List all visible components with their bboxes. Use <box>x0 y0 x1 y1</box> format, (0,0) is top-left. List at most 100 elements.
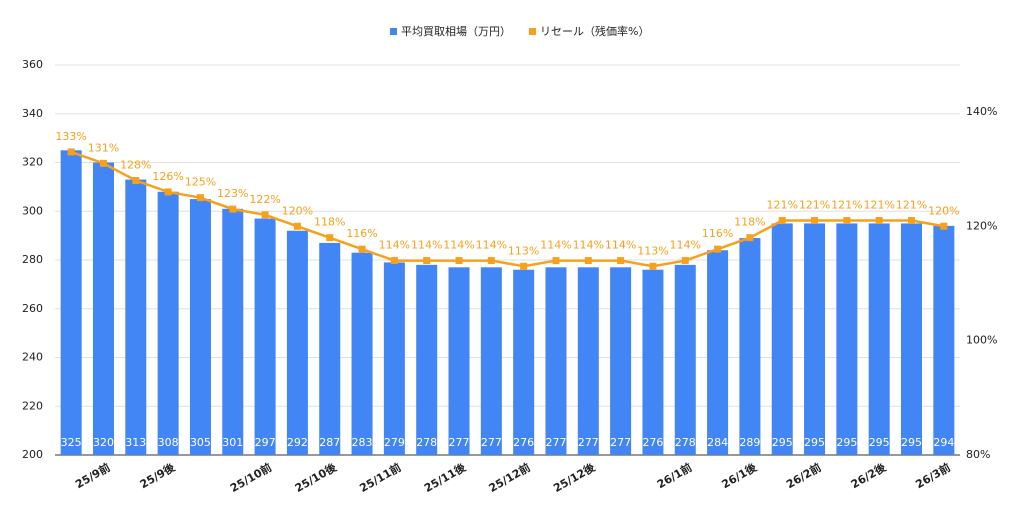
line-point <box>875 217 883 225</box>
bar-value-label: 295 <box>804 436 825 449</box>
y-tick-label: 220 <box>22 399 43 412</box>
y2-tick-label: 120% <box>966 219 997 232</box>
bar-value-label: 284 <box>707 436 728 449</box>
line-point <box>940 222 948 230</box>
bar-value-label: 301 <box>222 436 243 449</box>
bar <box>545 267 567 455</box>
bar-value-label: 276 <box>513 436 534 449</box>
x-tick-label: 25/9前 <box>73 460 113 491</box>
bar <box>383 262 405 455</box>
bar-value-label: 308 <box>158 436 179 449</box>
y2-tick-label: 140% <box>966 105 997 118</box>
line-value-label: 123% <box>217 187 248 200</box>
y2-tick-label: 100% <box>966 334 997 347</box>
line-point <box>358 245 366 253</box>
bar-value-label: 278 <box>416 436 437 449</box>
bar-value-label: 277 <box>545 436 566 449</box>
line-value-label: 114% <box>605 239 636 252</box>
line-value-label: 113% <box>508 244 539 257</box>
bar-value-label: 295 <box>772 436 793 449</box>
bar <box>513 269 535 455</box>
bar-value-label: 283 <box>352 436 373 449</box>
line-value-label: 114% <box>573 239 604 252</box>
bar <box>480 267 502 455</box>
line-value-label: 121% <box>831 199 862 212</box>
y-tick-label: 240 <box>22 351 43 364</box>
bar <box>836 223 858 455</box>
line-value-label: 113% <box>637 244 668 257</box>
line-value-label: 114% <box>476 239 507 252</box>
bar <box>901 223 923 455</box>
line-point <box>326 234 334 242</box>
x-tick-label: 26/1後 <box>719 460 760 492</box>
line-value-label: 133% <box>55 130 86 143</box>
line-value-label: 120% <box>928 204 959 217</box>
line-point <box>196 194 204 202</box>
line-value-label: 125% <box>185 176 216 189</box>
line-point <box>778 217 786 225</box>
line-value-label: 114% <box>379 239 410 252</box>
x-tick-label: 26/2前 <box>784 460 824 491</box>
bar <box>189 199 211 455</box>
x-tick-label: 26/2後 <box>848 460 889 492</box>
legend-label: リセール（残価率%） <box>540 24 649 38</box>
line-point <box>552 257 560 265</box>
bar <box>222 208 244 455</box>
line-value-label: 114% <box>443 239 474 252</box>
bar-value-label: 287 <box>319 436 340 449</box>
bar <box>254 218 276 455</box>
line-point <box>584 257 592 265</box>
line <box>70 150 945 268</box>
line-point <box>520 262 528 270</box>
line-point <box>455 257 463 265</box>
line-point <box>423 257 431 265</box>
bar-value-label: 295 <box>836 436 857 449</box>
x-tick-label: 25/10前 <box>228 460 275 495</box>
line-value-label: 114% <box>670 239 701 252</box>
line-value-label: 131% <box>88 141 119 154</box>
line-value-label: 116% <box>346 227 377 240</box>
bar <box>771 223 793 455</box>
bar-value-label: 292 <box>287 436 308 449</box>
line-point <box>67 148 75 156</box>
line-point <box>293 222 301 230</box>
bar <box>125 179 147 455</box>
bar-value-label: 277 <box>578 436 599 449</box>
x-tick-label: 25/9後 <box>137 460 178 492</box>
legend-swatch <box>529 28 536 35</box>
bar <box>286 230 308 455</box>
bar-value-label: 295 <box>869 436 890 449</box>
bar <box>868 223 890 455</box>
bar <box>351 252 373 455</box>
line-point <box>487 257 495 265</box>
bar <box>60 150 82 455</box>
bar-value-label: 295 <box>901 436 922 449</box>
line-value-label: 121% <box>799 199 830 212</box>
line-value-label: 118% <box>314 216 345 229</box>
bar-value-label: 277 <box>449 436 470 449</box>
y-tick-label: 200 <box>22 448 43 461</box>
line-value-label: 121% <box>767 199 798 212</box>
x-tick-label: 25/12前 <box>486 460 533 495</box>
bar <box>92 162 114 455</box>
line-point <box>390 257 398 265</box>
bar <box>707 250 729 455</box>
bar <box>642 269 664 455</box>
bar <box>804 223 826 455</box>
line-point <box>811 217 819 225</box>
bar-value-label: 305 <box>190 436 211 449</box>
x-tick-label: 25/10後 <box>292 460 339 495</box>
y-tick-label: 360 <box>22 58 43 71</box>
bar <box>610 267 632 455</box>
line-point <box>649 262 657 270</box>
line-value-label: 118% <box>734 216 765 229</box>
y-tick-label: 280 <box>22 253 43 266</box>
bar-value-label: 320 <box>93 436 114 449</box>
x-tick-label: 25/11後 <box>421 460 468 495</box>
line-value-label: 121% <box>863 199 894 212</box>
bar <box>577 267 599 455</box>
bar-value-label: 294 <box>933 436 954 449</box>
line-value-label: 128% <box>120 159 151 172</box>
bar <box>674 264 696 455</box>
line-value-label: 126% <box>152 170 183 183</box>
